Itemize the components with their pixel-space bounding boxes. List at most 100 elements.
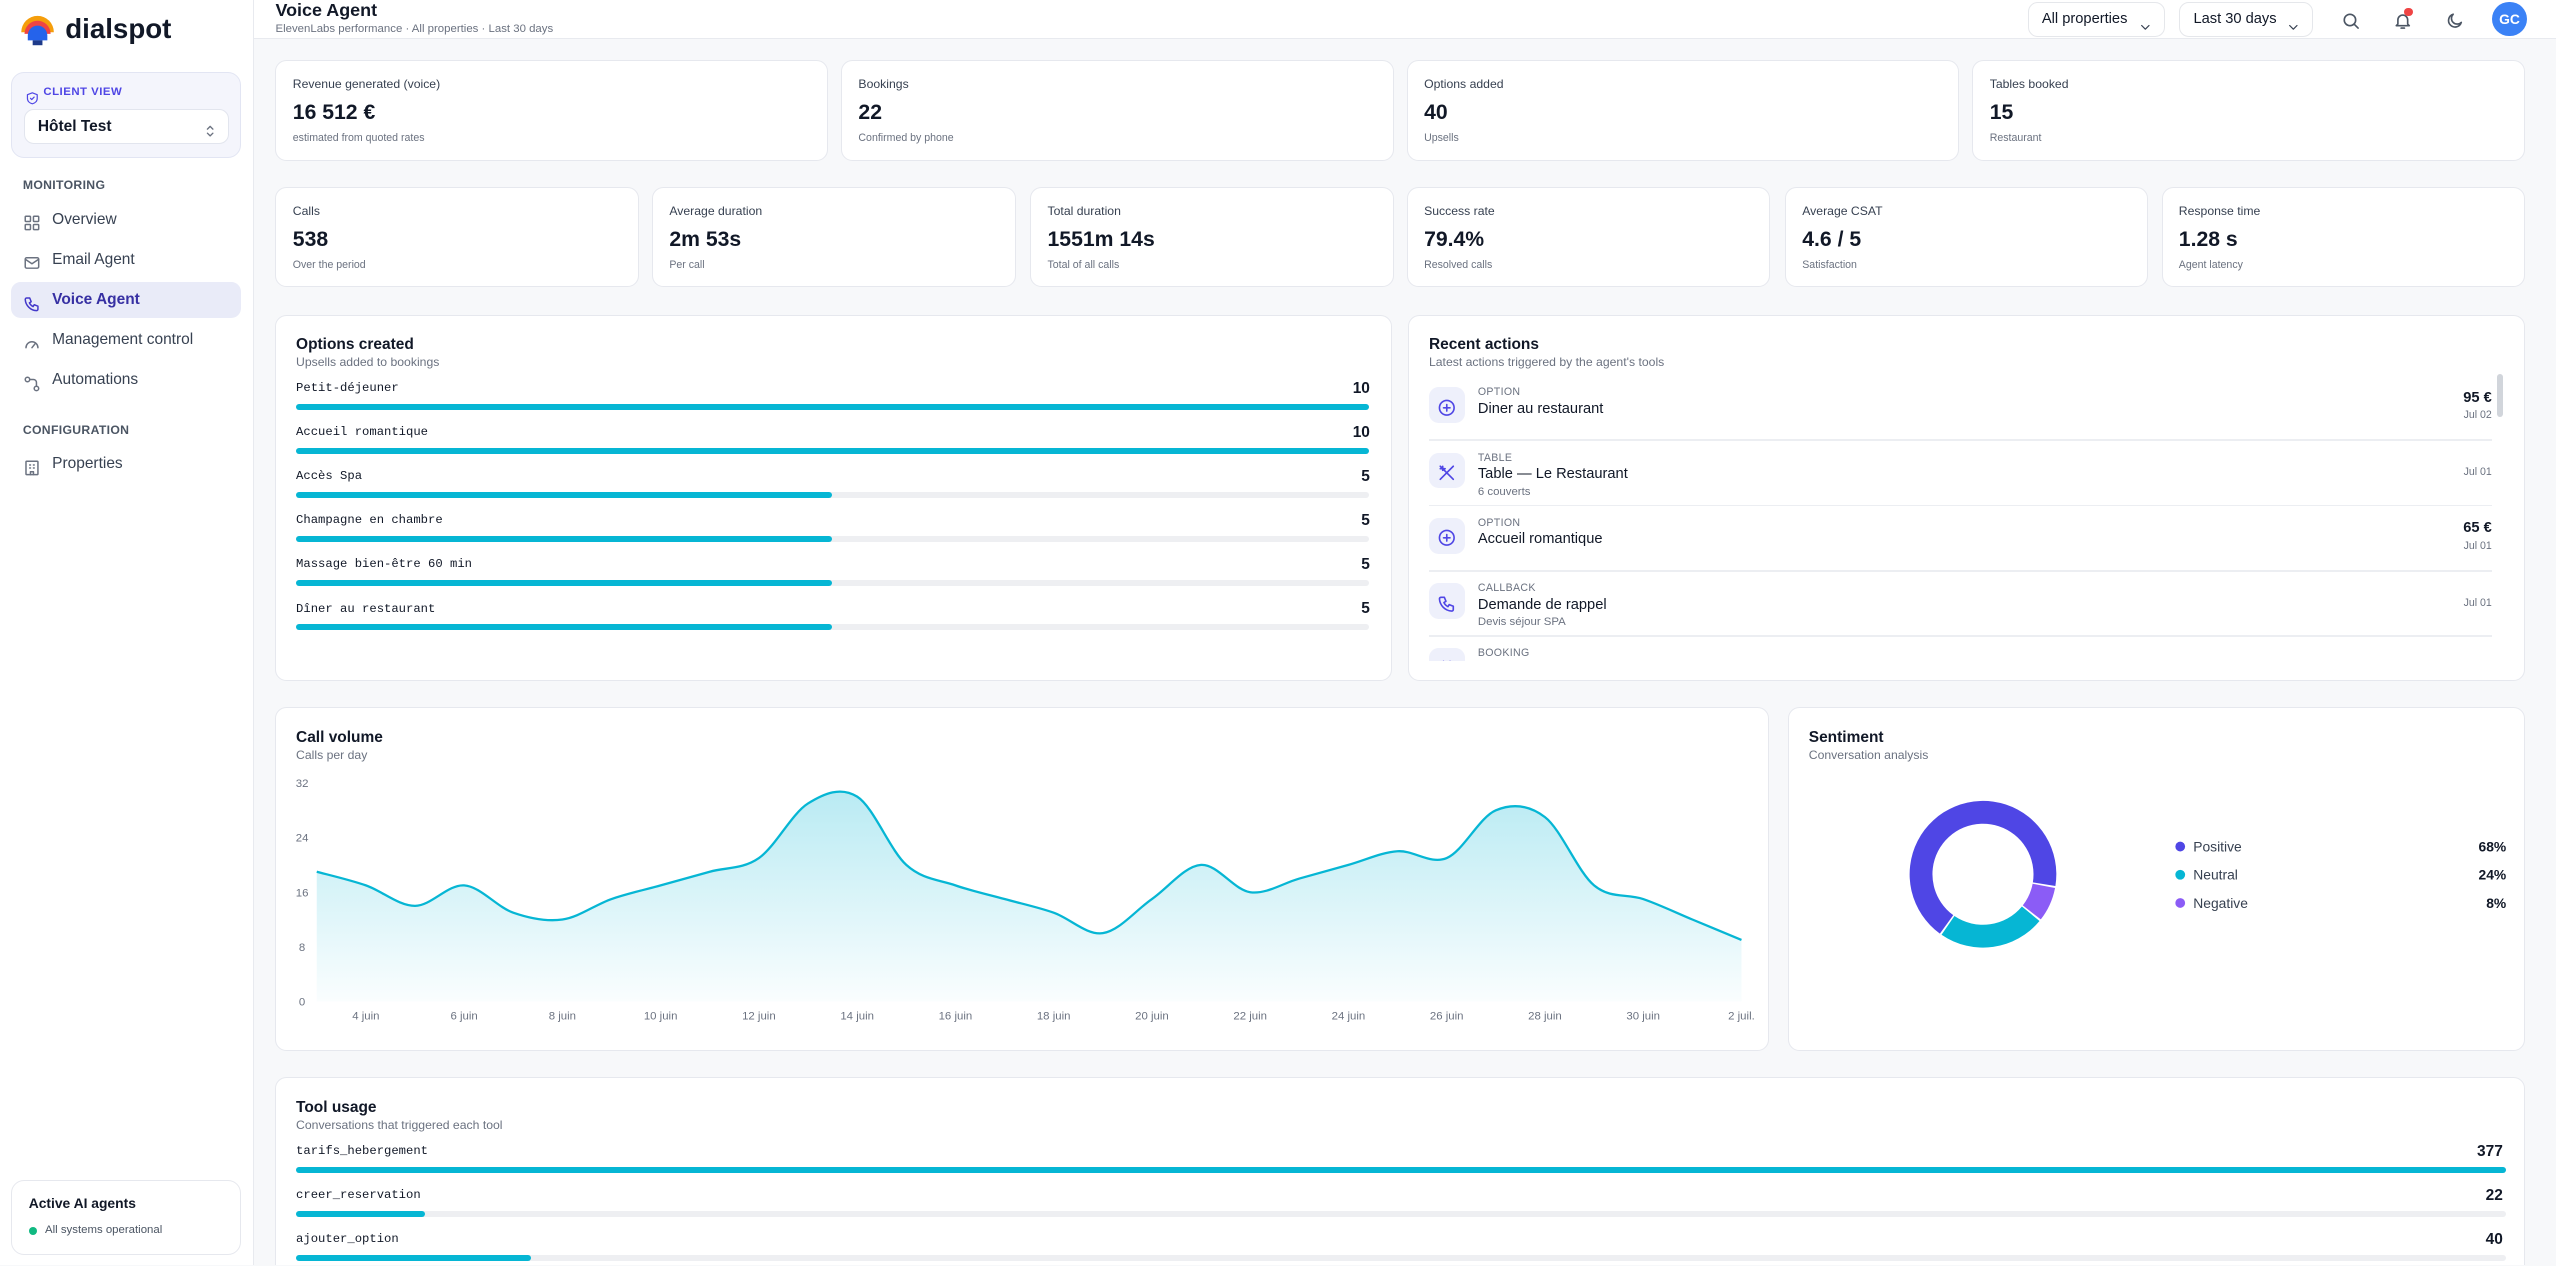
icon-shape bbox=[32, 215, 40, 223]
client-select[interactable]: Hôtel Test bbox=[23, 108, 230, 145]
nav-item[interactable]: Management control bbox=[11, 322, 241, 358]
kpi-value: 22 bbox=[858, 101, 882, 125]
status-text: All systems operational bbox=[45, 1224, 163, 1237]
x-tick-label: 26 juin bbox=[1430, 1011, 1464, 1023]
logo bbox=[18, 11, 57, 51]
kpi-note: Total of all calls bbox=[1047, 259, 1120, 272]
kpi-card: Average CSAT 4.6 / 5 Satisfaction bbox=[1784, 187, 2149, 287]
icon bbox=[2341, 8, 2361, 34]
kpi-label: Total duration bbox=[1047, 203, 1121, 218]
legend-dot bbox=[2175, 870, 2186, 881]
action-item[interactable]: CALLBACK Demande de rappel Devis séjour SP… bbox=[1409, 569, 2524, 635]
kpi-value: 4.6 / 5 bbox=[1802, 228, 1862, 252]
icon-shape bbox=[1439, 465, 1455, 481]
icon-shape bbox=[24, 296, 39, 311]
nav-item[interactable]: Overview bbox=[11, 202, 241, 238]
nav-item[interactable]: Properties bbox=[11, 447, 241, 483]
nav-label: Management control bbox=[52, 331, 194, 349]
action-item[interactable]: OPTION Accueil romantique 65 € Jul 01 bbox=[1409, 504, 2524, 570]
item-name: Massage bien-être 60 min bbox=[296, 557, 473, 572]
nav-item[interactable]: Email Agent bbox=[11, 242, 241, 278]
action-title: Table — Le Restaurant bbox=[1477, 466, 1628, 483]
icon bbox=[2286, 12, 2301, 38]
scrollbar bbox=[2496, 374, 2504, 417]
action-amount: 95 € bbox=[2463, 389, 2492, 406]
x-tick-label: 4 juin bbox=[353, 1011, 380, 1023]
item-value: 5 bbox=[1361, 555, 1370, 573]
filter-button[interactable]: Last 30 days bbox=[2179, 1, 2314, 38]
page-title: Voice Agent bbox=[275, 0, 378, 20]
kpi-value: 40 bbox=[1424, 101, 1448, 125]
bar bbox=[296, 1210, 426, 1218]
kpi-card: Success rate 79.4% Resolved calls bbox=[1406, 187, 1771, 287]
x-tick-label: 18 juin bbox=[1037, 1011, 1071, 1023]
x-tick-label: 30 juin bbox=[1627, 1011, 1661, 1023]
nav-item[interactable]: Voice Agent bbox=[11, 282, 242, 319]
icon bbox=[2445, 8, 2465, 34]
y-tick-label: 24 bbox=[296, 833, 309, 845]
icon-shape bbox=[21, 16, 54, 46]
icon-shape bbox=[206, 126, 214, 138]
notification-dot bbox=[2404, 8, 2413, 17]
x-tick-label: 14 juin bbox=[841, 1011, 875, 1023]
icon-shape bbox=[1442, 403, 1451, 412]
item-value: 22 bbox=[2485, 1186, 2503, 1204]
icon-shape bbox=[27, 92, 39, 105]
bar bbox=[296, 623, 833, 631]
card: Call volume Calls per day 0 8 16 24 32 4 juin 6 … bbox=[275, 707, 1769, 1052]
filter-button[interactable]: All properties bbox=[2027, 1, 2165, 38]
x-tick-label: 22 juin bbox=[1234, 1011, 1268, 1023]
icon-button[interactable] bbox=[2442, 5, 2468, 31]
kpi-label: Revenue generated (voice) bbox=[292, 76, 441, 91]
y-tick-label: 8 bbox=[299, 942, 305, 954]
kpi-note: Over the period bbox=[292, 259, 366, 272]
icon-shape bbox=[2353, 22, 2359, 29]
action-icon bbox=[1428, 517, 1465, 554]
kpi-label: Average duration bbox=[669, 203, 763, 218]
x-tick-label: 8 juin bbox=[549, 1011, 576, 1023]
kpi-label: Bookings bbox=[858, 76, 909, 91]
nav-item[interactable]: Automations bbox=[11, 363, 241, 399]
action-title: Diner au restaurant bbox=[1477, 400, 1604, 417]
item-value: 40 bbox=[2485, 1230, 2503, 1248]
kpi-card: Revenue generated (voice) 16 512 € estimat… bbox=[275, 60, 829, 162]
avatar[interactable]: GC bbox=[2492, 1, 2527, 36]
icon-shape bbox=[1438, 595, 1455, 612]
icon-button[interactable] bbox=[2338, 5, 2364, 31]
action-item[interactable]: TABLE Table — Le Restaurant 6 couverts Jul … bbox=[1409, 439, 2524, 504]
icon-shape bbox=[206, 126, 214, 138]
card: Sentiment Conversation analysis Positive 68… bbox=[1788, 707, 2526, 1052]
icon-shape bbox=[2289, 24, 2298, 30]
card: Recent actions Latest actions triggered b… bbox=[1408, 314, 2526, 682]
icon-shape bbox=[1442, 534, 1451, 543]
item-value: 10 bbox=[1352, 379, 1370, 397]
icon-shape bbox=[25, 340, 39, 349]
action-list: OPTION Diner au restaurant 95 € Jul 02 TABLE… bbox=[1409, 374, 2524, 662]
item-value: 5 bbox=[1361, 599, 1370, 617]
icon-shape bbox=[1438, 595, 1455, 612]
x-tick-label: 20 juin bbox=[1136, 1011, 1170, 1023]
action-item[interactable]: BOOKING bbox=[1409, 635, 2524, 662]
action-icon bbox=[1428, 582, 1465, 619]
icon-shape bbox=[2140, 24, 2150, 30]
kpi-value: 1551m 14s bbox=[1047, 228, 1155, 252]
action-type: CALLBACK bbox=[1477, 581, 1536, 594]
action-item[interactable]: OPTION Diner au restaurant 95 € Jul 02 bbox=[1409, 374, 2524, 439]
action-date: Jul 01 bbox=[2463, 596, 2492, 609]
kpi-card: Options added 40 Upsells bbox=[1406, 60, 1960, 162]
kpi-label: Tables booked bbox=[1989, 76, 2069, 91]
x-tick-label: 12 juin bbox=[743, 1011, 777, 1023]
y-tick-label: 32 bbox=[296, 779, 309, 791]
legend-dot bbox=[2175, 842, 2186, 852]
kpi-value: 16 512 € bbox=[292, 101, 376, 125]
icon-shape bbox=[27, 26, 48, 41]
icon-shape bbox=[1438, 399, 1456, 416]
icon-shape bbox=[25, 460, 39, 476]
card-title: Sentiment bbox=[1808, 728, 1884, 746]
x-tick-label: 24 juin bbox=[1332, 1011, 1366, 1023]
item-name: ajouter_option bbox=[296, 1232, 399, 1247]
card-title: Options created bbox=[296, 335, 414, 353]
y-tick-label: 16 bbox=[296, 888, 309, 900]
kpi-note: Confirmed by phone bbox=[858, 132, 954, 145]
